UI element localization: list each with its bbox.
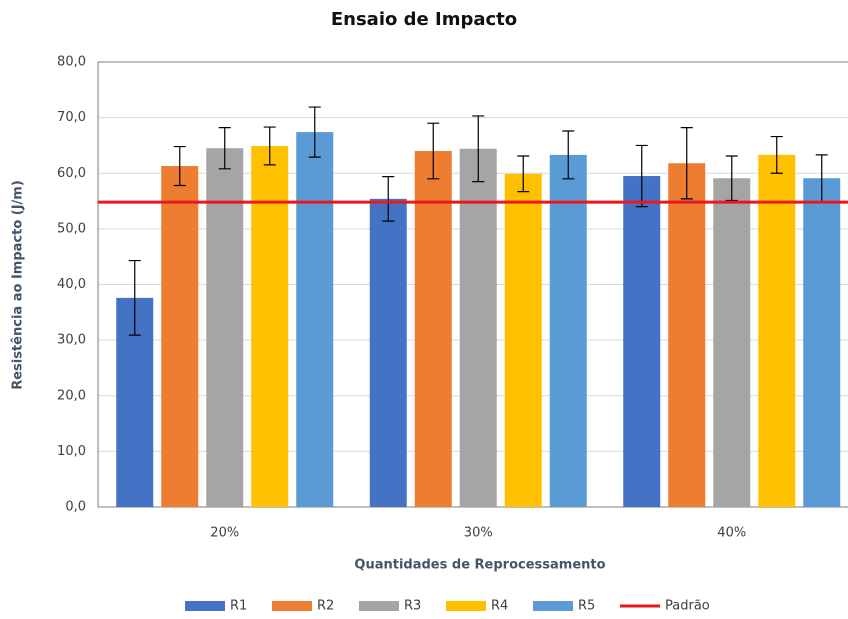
bar — [161, 166, 199, 508]
legend-label: R3 — [404, 599, 421, 614]
y-tick-label: 40,0 — [57, 277, 86, 292]
y-tick-label: 0,0 — [65, 500, 86, 515]
y-tick-label: 60,0 — [57, 166, 86, 181]
error-bar — [128, 259, 141, 336]
legend-swatch — [359, 601, 399, 611]
error-bar — [770, 135, 783, 174]
bar — [713, 178, 751, 507]
bar — [414, 151, 452, 507]
error-bar — [635, 144, 648, 208]
legend-label: Padrão — [665, 599, 710, 614]
legend-swatch — [446, 601, 486, 611]
bar — [623, 176, 661, 507]
x-tick-label: 20% — [210, 526, 239, 541]
y-axis-title: Resistência ao Impacto (J/m) — [11, 180, 26, 390]
y-tick-label: 30,0 — [57, 333, 86, 348]
x-axis-title: Quantidades de Reprocessamento — [354, 558, 605, 573]
y-tick-label: 80,0 — [57, 55, 86, 70]
error-bar — [218, 127, 231, 170]
y-tick-label: 70,0 — [57, 110, 86, 125]
legend-label: R2 — [317, 599, 334, 614]
error-bar — [680, 127, 693, 200]
x-tick-label: 40% — [717, 526, 746, 541]
bar — [668, 163, 706, 508]
bar — [459, 148, 497, 507]
legend-swatch — [272, 601, 312, 611]
bar — [369, 198, 407, 507]
y-tick-label: 20,0 — [57, 388, 86, 403]
error-bar — [382, 175, 395, 222]
bar — [758, 154, 796, 508]
error-bar — [517, 155, 530, 193]
x-tick-label: 30% — [464, 526, 493, 541]
error-bar — [308, 106, 321, 158]
legend-label: R1 — [230, 599, 247, 614]
bar — [251, 145, 289, 507]
bar — [803, 178, 841, 507]
y-tick-label: 50,0 — [57, 221, 86, 236]
legend-swatch — [533, 601, 573, 611]
error-bar — [427, 122, 440, 180]
y-tick-label: 10,0 — [57, 444, 86, 459]
legend-label: R5 — [578, 599, 595, 614]
error-bar — [173, 145, 186, 187]
chart-title: Ensaio de Impacto — [331, 9, 517, 30]
bar — [549, 154, 587, 508]
bar — [504, 173, 542, 507]
bar — [206, 148, 244, 507]
error-bar — [472, 115, 485, 183]
error-bar — [725, 155, 738, 202]
error-bar — [562, 130, 575, 180]
error-bar — [263, 126, 276, 166]
legend-swatch — [185, 601, 225, 611]
legend-label: R4 — [491, 599, 508, 614]
bar — [296, 132, 334, 507]
